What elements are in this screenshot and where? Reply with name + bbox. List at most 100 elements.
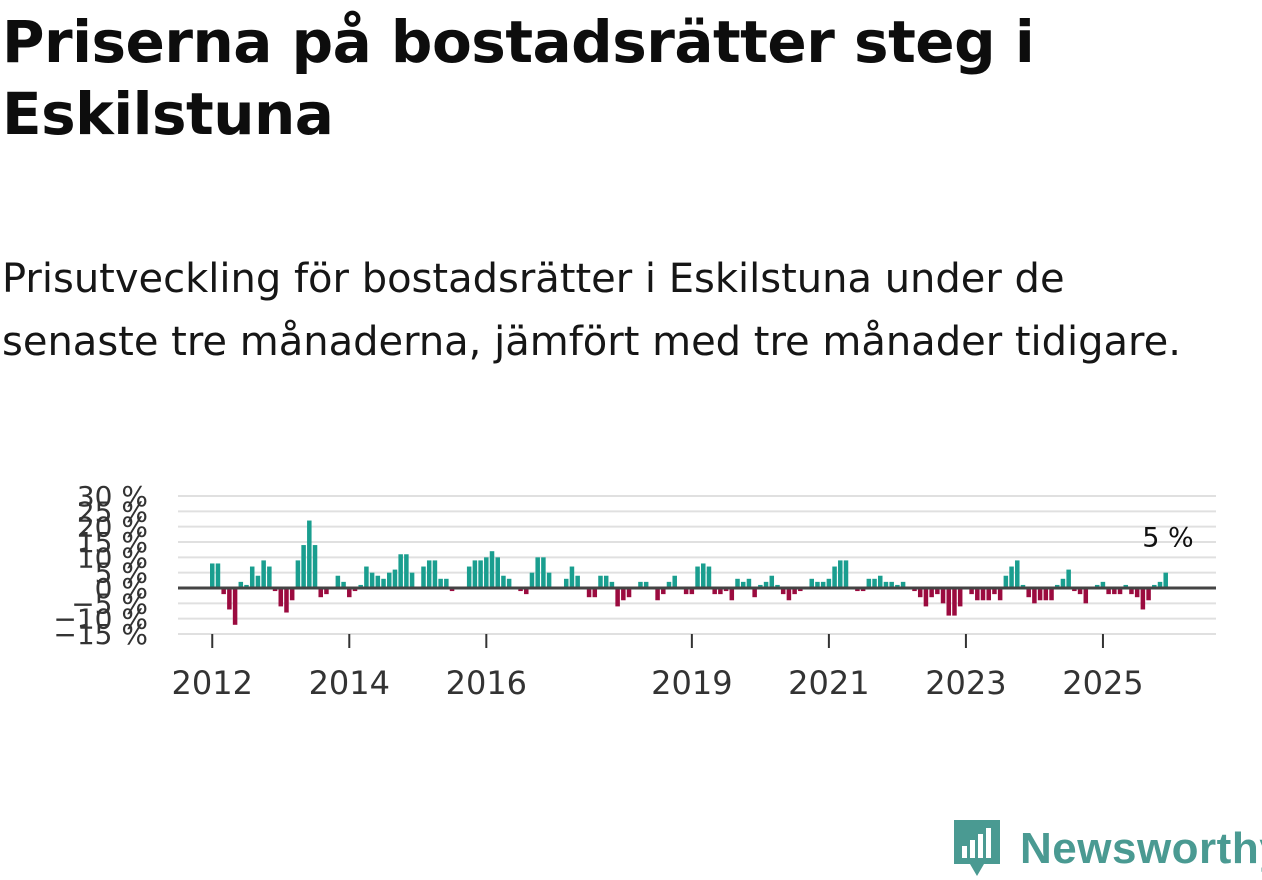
- bar: [643, 581, 649, 588]
- bar: [917, 588, 923, 598]
- bar: [518, 588, 523, 592]
- bar: [398, 554, 403, 588]
- bar: [575, 575, 580, 588]
- y-tick-label: −5 %: [71, 587, 148, 620]
- bar: [210, 563, 215, 588]
- bar: [723, 588, 729, 592]
- bar: [1112, 588, 1117, 595]
- bar: [267, 566, 272, 588]
- bar: [1054, 584, 1060, 588]
- bar: [683, 588, 689, 595]
- bar: [352, 588, 358, 592]
- bar: [592, 588, 598, 598]
- grid-lines: [178, 495, 1216, 635]
- bar: [621, 588, 626, 601]
- bar: [752, 588, 757, 598]
- bar: [221, 588, 226, 595]
- bar: [895, 584, 900, 588]
- bar: [923, 588, 929, 607]
- bar: [1134, 588, 1140, 598]
- bar: [244, 584, 249, 588]
- bar: [809, 578, 814, 588]
- x-tick-label: 2023: [925, 664, 1006, 702]
- bar: [883, 581, 889, 588]
- bar: [900, 581, 906, 588]
- bar: [712, 588, 717, 595]
- bar: [666, 581, 672, 588]
- bar: [347, 588, 352, 598]
- bar: [689, 588, 695, 595]
- bar: [615, 588, 620, 607]
- bar: [386, 572, 392, 588]
- bar: [1037, 588, 1043, 601]
- bar: [843, 560, 849, 588]
- bar: [506, 578, 512, 588]
- bar: [1152, 584, 1157, 588]
- bar: [1003, 575, 1009, 588]
- bar: [232, 588, 238, 625]
- bar: [598, 575, 603, 588]
- bar: [1049, 588, 1054, 601]
- x-tick-label: 2014: [309, 664, 390, 702]
- bar: [1083, 588, 1089, 604]
- bar: [358, 584, 363, 588]
- bar: [569, 566, 575, 588]
- bar: [392, 569, 398, 588]
- bar: [626, 588, 632, 598]
- bar: [335, 575, 341, 588]
- y-tick-label: 0 %: [95, 572, 148, 605]
- y-tick-label: 30 %: [77, 480, 148, 513]
- bar: [826, 578, 832, 588]
- bar: [729, 588, 735, 601]
- bar: [489, 551, 495, 588]
- bar: [307, 520, 312, 588]
- bar: [735, 578, 740, 588]
- bar: [740, 581, 746, 588]
- x-axis: 2012 2014 2016 2019 2021 2023 2025: [172, 633, 1216, 702]
- bar: [1072, 588, 1077, 592]
- bar: [769, 575, 775, 588]
- bar: [495, 557, 500, 588]
- bar: [672, 575, 677, 588]
- bar: [935, 588, 940, 595]
- bar: [706, 566, 712, 588]
- newsworthy-logo-text: Newsworthy: [1020, 824, 1262, 873]
- chart-title: Priserna på bostadsrätter steg i Eskilst…: [2, 8, 1035, 148]
- bar: [249, 566, 255, 588]
- bar: [278, 588, 284, 607]
- bar: [1117, 588, 1123, 595]
- bar: [638, 581, 643, 588]
- bar: [820, 581, 826, 588]
- bar: [472, 560, 478, 588]
- bar: [609, 581, 615, 588]
- newsworthy-logo: Newsworthy: [952, 818, 1262, 880]
- y-tick-label: 5 %: [95, 557, 148, 590]
- y-tick-label: 20 %: [77, 511, 148, 544]
- y-axis-labels: −15 %−10 %−5 %0 %5 %10 %15 %20 %25 %30 %: [53, 480, 148, 651]
- bar: [1106, 588, 1111, 595]
- bar: [501, 575, 506, 588]
- bar: [1100, 581, 1106, 588]
- bar: [798, 588, 803, 592]
- bar: [1015, 560, 1020, 588]
- bar: [312, 545, 318, 588]
- bar: [1026, 588, 1031, 598]
- bar: [318, 588, 323, 598]
- bars: [210, 520, 1168, 625]
- bar: [438, 578, 443, 588]
- bar: [718, 588, 723, 595]
- bar: [855, 588, 860, 592]
- bar: [272, 588, 278, 592]
- bar: [746, 578, 752, 588]
- bar: [661, 588, 666, 595]
- bar: [1020, 584, 1026, 588]
- bar: [404, 554, 409, 588]
- bar: [940, 588, 946, 604]
- bar: [375, 575, 381, 588]
- bar: [466, 566, 472, 588]
- bar: [775, 584, 780, 588]
- bar: [238, 581, 244, 588]
- bar-chart: −15 %−10 %−5 %0 %5 %10 %15 %20 %25 %30 %…: [53, 480, 1216, 702]
- bar: [889, 581, 894, 588]
- bar: [786, 588, 792, 601]
